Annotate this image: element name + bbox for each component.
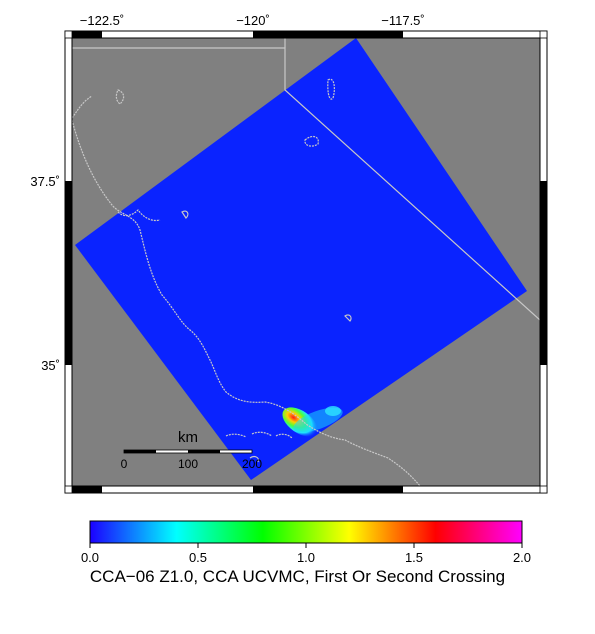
- island-2: [251, 431, 273, 437]
- island-4: [249, 456, 259, 463]
- colorbar-caption: CCA−06 Z1.0, CCA UCVMC, First Or Second …: [89, 567, 506, 586]
- state-border: [72, 47, 540, 321]
- colorbar: [89, 520, 523, 544]
- hotspot-east: [325, 406, 341, 416]
- coastline: [72, 119, 421, 486]
- lat-tick-35: 35˚: [41, 358, 60, 373]
- coastline-north: [72, 95, 93, 119]
- colorbar-tick-1: 1.0: [297, 550, 315, 565]
- map-frame: [64, 30, 548, 494]
- scale-bar-label-100: 100: [178, 457, 198, 471]
- scale-bar-label-200: 200: [242, 457, 262, 471]
- bay-outline: [117, 209, 161, 222]
- scale-bar-seg1: [124, 450, 156, 453]
- lon-tick-120: −120˚: [236, 13, 270, 28]
- lake-2: [115, 89, 125, 105]
- scale-bar-seg3: [188, 450, 220, 453]
- lat-tick-37-5: 37.5˚: [30, 174, 60, 189]
- map-content: km 0 100 200: [72, 38, 540, 486]
- lon-tick-122-5: −122.5˚: [80, 13, 124, 28]
- colorbar-tick-2: 2.0: [513, 550, 531, 565]
- lon-tick-117-5: −117.5˚: [381, 13, 425, 28]
- colorbar-tick-1-5: 1.5: [405, 550, 423, 565]
- scale-bar-label-0: 0: [121, 457, 128, 471]
- colorbar-ticks: [89, 543, 523, 548]
- island-1: [225, 433, 247, 438]
- colorbar-tick-0: 0.0: [81, 550, 99, 565]
- island-3: [275, 433, 293, 439]
- colorbar-tick-0-5: 0.5: [189, 550, 207, 565]
- lake-5: [344, 314, 352, 322]
- lake-4: [181, 210, 189, 219]
- lake-3: [304, 135, 319, 147]
- model-region: [75, 38, 527, 480]
- lake-1: [327, 78, 335, 100]
- scale-bar-title: km: [178, 429, 198, 446]
